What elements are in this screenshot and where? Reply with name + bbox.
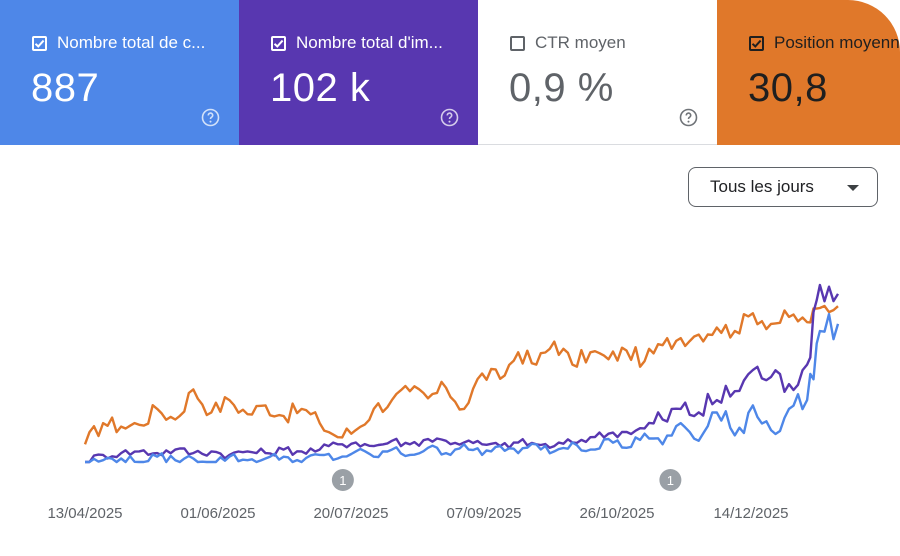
metric-header: Position moyenne (749, 33, 900, 53)
x-tick-label: 07/09/2025 (446, 505, 521, 522)
metric-header: Nombre total de c... (32, 33, 205, 53)
annotation-marker[interactable]: 1 (659, 469, 682, 491)
series-line-3 (85, 312, 840, 464)
metric-card-position[interactable]: Position moyenne 30,8 (717, 0, 900, 145)
metric-header: CTR moyen (510, 33, 626, 53)
metric-card-clicks[interactable]: Nombre total de c... 887 (0, 0, 239, 145)
annotation-label: 1 (667, 473, 674, 488)
checkbox-checked-icon[interactable] (271, 35, 286, 51)
metric-card-impressions[interactable]: Nombre total d'im... 102 k (239, 0, 478, 145)
x-tick-label: 20/07/2025 (313, 505, 388, 522)
help-icon[interactable] (440, 108, 459, 127)
metric-value: 102 k (270, 66, 371, 110)
help-icon[interactable] (679, 108, 698, 127)
checkbox-checked-icon[interactable] (749, 35, 764, 51)
x-tick-label: 26/10/2025 (579, 505, 654, 522)
metric-card-ctr[interactable]: CTR moyen 0,9 % (478, 0, 717, 145)
metric-value: 30,8 (748, 66, 828, 110)
metric-cards: Nombre total de c... 887 Nombre total d'… (0, 0, 900, 145)
annotation-marker[interactable]: 1 (331, 469, 354, 491)
annotation-label: 1 (339, 473, 346, 488)
x-tick-label: 01/06/2025 (180, 505, 255, 522)
period-dropdown-label: Tous les jours (710, 177, 814, 196)
period-dropdown[interactable]: Tous les jours (688, 167, 878, 207)
caret-down-icon (847, 185, 859, 191)
metric-header: Nombre total d'im... (271, 33, 443, 53)
x-tick-label: 14/12/2025 (713, 505, 788, 522)
metric-value: 887 (31, 66, 100, 110)
help-icon[interactable] (201, 108, 220, 127)
series-line-1 (83, 304, 839, 445)
metric-value: 0,9 % (509, 66, 614, 110)
series-line-2 (85, 283, 840, 464)
checkbox-unchecked-icon[interactable] (510, 35, 525, 51)
checkbox-checked-icon[interactable] (32, 35, 47, 51)
x-tick-label: 13/04/2025 (47, 505, 122, 522)
